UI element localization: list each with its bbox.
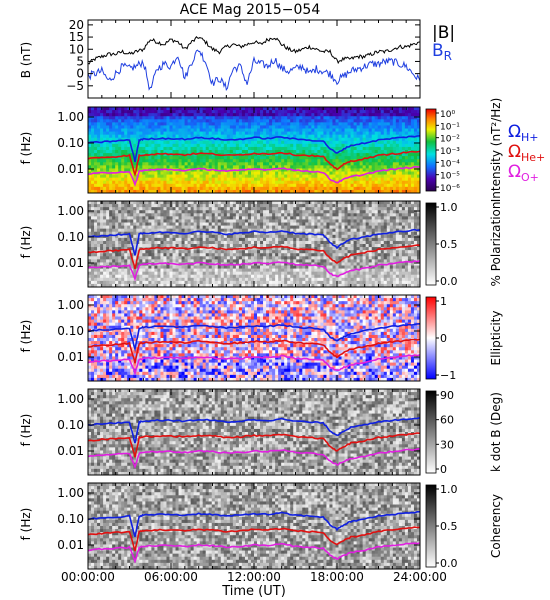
coherency-colorbar — [425, 484, 437, 568]
chart-title: ACE Mag 2015−054 — [180, 2, 321, 18]
legend-b-radial: BR — [432, 41, 452, 63]
legend-omega-sub: He+ — [521, 151, 545, 164]
legend-b-total: |B| — [432, 23, 455, 43]
coherency-colorbar-tick-label: 0.5 — [440, 520, 458, 533]
polarization-y-tick-label: 0.10 — [57, 230, 84, 244]
intensity-colorbar — [425, 108, 437, 192]
polarization-curve-Heplus — [87, 244, 421, 270]
kdotb-colorbar — [425, 390, 437, 474]
kdotb-colorbar-tick-label: 90 — [440, 389, 454, 402]
kdotb-colorbar-tick-label: 60 — [440, 414, 454, 427]
kdotb-spectrogram — [88, 389, 421, 476]
intensity-y-axis-label: f (Hz) — [19, 132, 33, 165]
coherency-colorbar-tick-label: 1.0 — [440, 483, 458, 496]
intensity-colorbar-tick-label: 10⁻¹ — [440, 122, 460, 132]
x-tick-label: 00:00:00 — [61, 570, 115, 584]
kdotb-colorbar-tick-label: 0 — [440, 463, 447, 476]
field-y-axis-label: B (nT) — [19, 42, 33, 78]
series-b-total-line — [88, 36, 420, 65]
field-y-tick-label: 0 — [76, 67, 84, 81]
legend-omega-Oplus: ΩO+ — [508, 162, 539, 184]
polarization-curve-Oplus — [87, 260, 421, 282]
kdotb-curve-Oplus — [87, 448, 421, 470]
polarization-colorbar-tick-label: 0.0 — [440, 275, 458, 288]
intensity-curve-Hplus — [87, 135, 421, 162]
coherency-colorbar-label: Coherency — [489, 494, 503, 558]
intensity-curve-Oplus — [87, 165, 421, 187]
coherency-y-tick-label: 0.10 — [57, 512, 84, 526]
ellipticity-colorbar — [425, 296, 437, 380]
coherency-y-axis-label: f (Hz) — [19, 508, 33, 541]
polarization-colorbar-tick-label: 1.0 — [440, 201, 458, 214]
coherency-curve-Oplus — [87, 542, 421, 564]
ellipticity-curve-Hplus — [87, 323, 421, 353]
kdotb-y-axis-label: f (Hz) — [19, 414, 33, 447]
kdotb-y-tick-label: 0.10 — [57, 418, 84, 432]
kdotb-y-tick-label: 0.01 — [57, 444, 84, 458]
x-tick-label: 12:00:00 — [227, 570, 281, 584]
legend-b-radial-sub: R — [444, 49, 452, 63]
kdotb-colorbar-tick-label: 30 — [440, 438, 454, 451]
intensity-colorbar-tick-label: 10⁻⁶ — [440, 184, 460, 194]
intensity-y-tick-label: 0.01 — [57, 162, 84, 176]
polarization-y-axis-label: f (Hz) — [19, 226, 33, 259]
kdotb-curve-Heplus — [87, 432, 421, 458]
field-y-tick-label: 10 — [69, 42, 84, 56]
coherency-y-tick-label: 0.01 — [57, 538, 84, 552]
kdotb-curve-Hplus — [87, 417, 421, 444]
polarization-y-tick-label: 0.01 — [57, 256, 84, 270]
x-axis-label: Time (UT) — [221, 584, 286, 599]
intensity-colorbar-tick-label: 10⁻² — [440, 135, 460, 145]
intensity-y-tick-label: 0.10 — [57, 136, 84, 150]
coherency-curve-Hplus — [87, 511, 420, 538]
x-tick-label: 06:00:00 — [144, 570, 198, 584]
intensity-y-tick-label: 1.00 — [57, 110, 84, 124]
intensity-colorbar-tick-label: 10⁻³ — [440, 147, 460, 157]
field-y-tick-label: 20 — [69, 18, 84, 32]
polarization-y-tick-label: 1.00 — [57, 204, 84, 218]
intensity-colorbar-tick-label: 10⁰ — [440, 110, 455, 120]
ellipticity-y-tick-label: 1.00 — [57, 298, 84, 312]
polarization-colorbar-label: % Polarization — [489, 202, 503, 287]
ellipticity-colorbar-label: Ellipticity — [489, 311, 503, 366]
intensity-colorbar-label: Intensity (nT²/Hz) — [489, 98, 503, 203]
field-y-tick-label: 15 — [69, 30, 84, 44]
kdotb-colorbar-label: k dot B (Deg) — [489, 392, 503, 472]
kdotb-y-tick-label: 1.00 — [57, 392, 84, 406]
ellipticity-y-tick-label: 0.01 — [57, 350, 84, 364]
ellipticity-curve-Heplus — [87, 338, 421, 364]
legend-omega-Heplus: ΩHe+ — [508, 142, 545, 164]
series-b-radial-line — [88, 49, 420, 92]
ellipticity-colorbar-tick-label: 0 — [440, 332, 447, 345]
intensity-colorbar-tick-label: 10⁻⁴ — [440, 159, 460, 169]
polarization-colorbar-tick-label: 0.5 — [440, 238, 458, 251]
ellipticity-y-axis-label: f (Hz) — [19, 320, 33, 353]
intensity-curve-Heplus — [87, 150, 421, 178]
polarization-curve-Hplus — [88, 228, 421, 256]
legend-omega-Hplus: ΩH+ — [508, 122, 539, 144]
coherency-curve-Heplus — [87, 526, 421, 552]
ellipticity-curve-Oplus — [87, 354, 421, 376]
ellipticity-y-tick-label: 0.10 — [57, 324, 84, 338]
intensity-colorbar-tick-label: 10⁻⁵ — [440, 172, 460, 182]
x-tick-label: 18:00:00 — [310, 570, 364, 584]
ellipticity-spectrogram — [88, 295, 421, 382]
legend-omega-sub: H+ — [521, 131, 539, 144]
coherency-y-tick-label: 1.00 — [57, 486, 84, 500]
legend-omega-sub: O+ — [521, 171, 539, 184]
field-y-tick-label: 5 — [76, 54, 84, 68]
polarization-colorbar — [425, 202, 437, 286]
ellipticity-colorbar-tick-label: 1 — [440, 295, 447, 308]
field-y-tick-label: −5 — [66, 79, 84, 93]
x-tick-label: 24:00:00 — [393, 570, 447, 584]
ellipticity-colorbar-tick-label: −1 — [440, 369, 456, 382]
coherency-colorbar-tick-label: 0.0 — [440, 557, 458, 570]
